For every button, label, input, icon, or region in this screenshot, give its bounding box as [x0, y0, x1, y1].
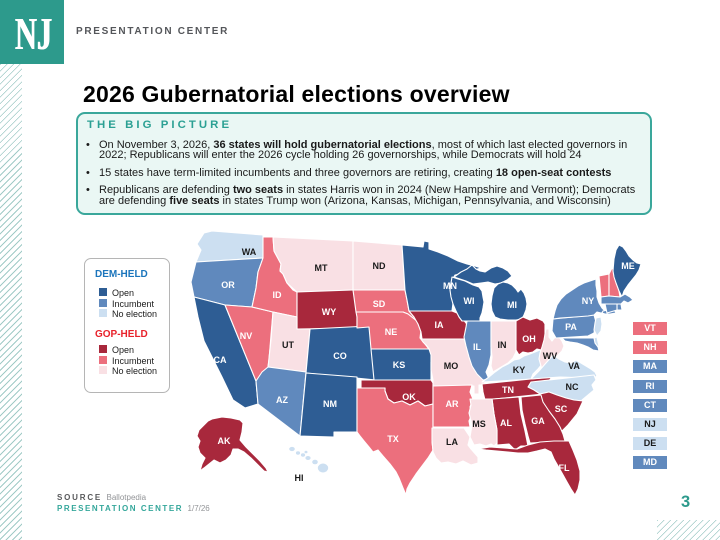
svg-text:TN: TN [502, 385, 514, 395]
svg-text:NE: NE [385, 327, 398, 337]
svg-text:ID: ID [273, 290, 283, 300]
svg-text:AK: AK [218, 436, 231, 446]
svg-text:SD: SD [373, 299, 386, 309]
svg-text:KY: KY [513, 365, 526, 375]
svg-text:MI: MI [507, 300, 517, 310]
svg-text:OK: OK [402, 392, 416, 402]
svg-text:PA: PA [565, 322, 577, 332]
svg-text:WA: WA [242, 247, 257, 257]
svg-text:CA: CA [214, 355, 227, 365]
svg-text:MS: MS [472, 419, 486, 429]
svg-text:OR: OR [221, 280, 235, 290]
svg-text:AL: AL [500, 418, 512, 428]
svg-text:MT: MT [315, 263, 328, 273]
svg-text:WY: WY [322, 307, 337, 317]
svg-text:IA: IA [435, 320, 445, 330]
svg-text:NC: NC [566, 382, 579, 392]
svg-text:ME: ME [621, 261, 635, 271]
svg-text:GA: GA [531, 416, 545, 426]
svg-text:VA: VA [568, 361, 580, 371]
svg-text:WI: WI [464, 296, 475, 306]
svg-text:UT: UT [282, 340, 294, 350]
svg-text:NY: NY [582, 296, 595, 306]
svg-text:WV: WV [543, 351, 558, 361]
svg-text:ND: ND [373, 261, 386, 271]
svg-text:NV: NV [240, 331, 253, 341]
svg-text:SC: SC [555, 404, 568, 414]
svg-text:MO: MO [444, 361, 459, 371]
svg-text:HI: HI [295, 473, 304, 483]
svg-text:MN: MN [443, 281, 457, 291]
svg-text:NM: NM [323, 399, 337, 409]
svg-text:AR: AR [446, 399, 459, 409]
svg-text:OH: OH [522, 334, 536, 344]
svg-text:KS: KS [393, 360, 406, 370]
svg-text:AZ: AZ [276, 395, 288, 405]
svg-text:LA: LA [446, 437, 458, 447]
svg-text:IL: IL [473, 342, 482, 352]
svg-text:TX: TX [387, 434, 399, 444]
svg-text:IN: IN [498, 340, 507, 350]
svg-text:FL: FL [559, 463, 570, 473]
svg-text:CO: CO [333, 351, 347, 361]
